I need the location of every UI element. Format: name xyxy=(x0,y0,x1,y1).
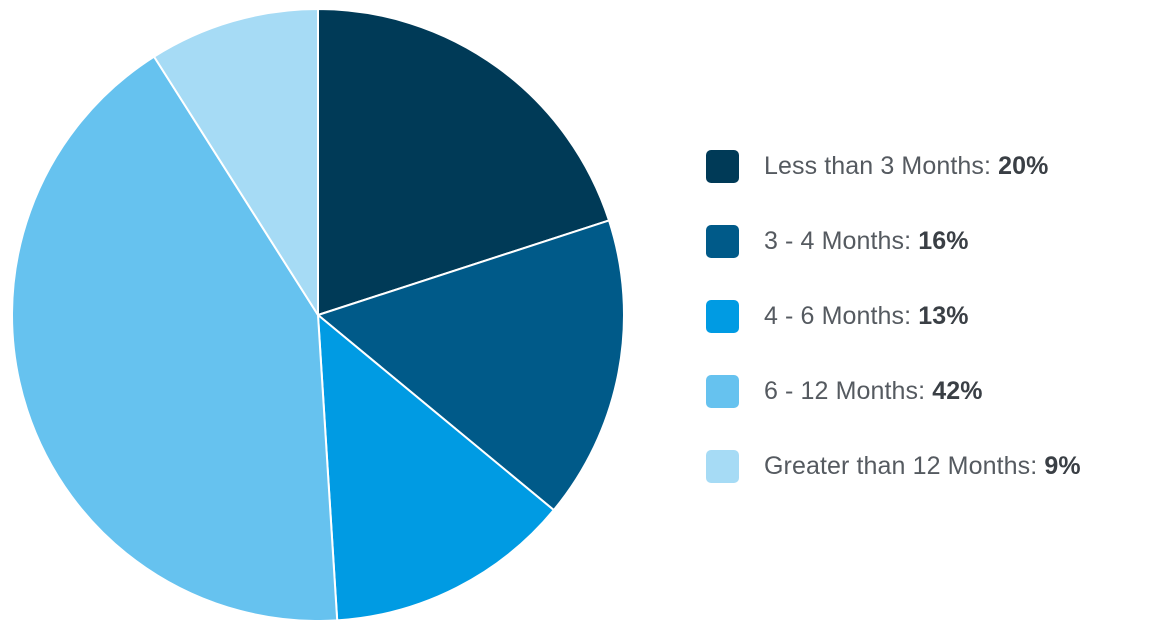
legend-swatch-4-6-months xyxy=(706,299,739,333)
pie-slice-6-12-months xyxy=(11,55,339,620)
legend-swatch-less-than-3-months xyxy=(706,149,739,183)
legend-separator: : xyxy=(1030,451,1045,480)
legend-label-6-12-months: 6 - 12 Months xyxy=(764,376,919,405)
legend-label-4-6-months: 4 - 6 Months xyxy=(764,301,905,330)
legend-label-less-than-3-months: Less than 3 Months xyxy=(764,151,984,180)
legend-value-less-than-3-months: 20% xyxy=(998,151,1049,180)
legend-item-greater-than-12-months: Greater than 12 Months: 9% xyxy=(706,448,1146,484)
legend-item-6-12-months: 6 - 12 Months: 42% xyxy=(706,373,1146,409)
legend-separator: : xyxy=(904,226,919,255)
legend-label-greater-than-12-months: Greater than 12 Months xyxy=(764,451,1031,480)
legend-value-6-12-months: 42% xyxy=(932,376,983,405)
legend-swatch-3-4-months xyxy=(706,224,739,258)
pie-slice-less-than-3-months xyxy=(317,8,611,316)
legend-item-3-4-months: 3 - 4 Months: 16% xyxy=(706,223,1146,259)
pie-slice-4-6-months xyxy=(317,314,555,620)
legend-separator: : xyxy=(918,376,933,405)
legend-swatch-6-12-months xyxy=(706,374,739,408)
pie-slice-3-4-months xyxy=(317,219,625,512)
legend-label-3-4-months: 3 - 4 Months xyxy=(764,226,905,255)
legend-value-4-6-months: 13% xyxy=(918,301,969,330)
pie-chart-plot xyxy=(11,8,625,620)
pie-slice-greater-than-12-months xyxy=(153,8,319,316)
legend-swatch-greater-than-12-months xyxy=(706,449,739,483)
chart-legend: Less than 3 Months: 20% 3 - 4 Months: 16… xyxy=(706,148,1146,484)
legend-item-less-than-3-months: Less than 3 Months: 20% xyxy=(706,148,1146,184)
legend-separator: : xyxy=(984,151,999,180)
legend-value-3-4-months: 16% xyxy=(918,226,969,255)
legend-item-4-6-months: 4 - 6 Months: 13% xyxy=(706,298,1146,334)
legend-separator: : xyxy=(904,301,919,330)
legend-value-greater-than-12-months: 9% xyxy=(1044,451,1081,480)
